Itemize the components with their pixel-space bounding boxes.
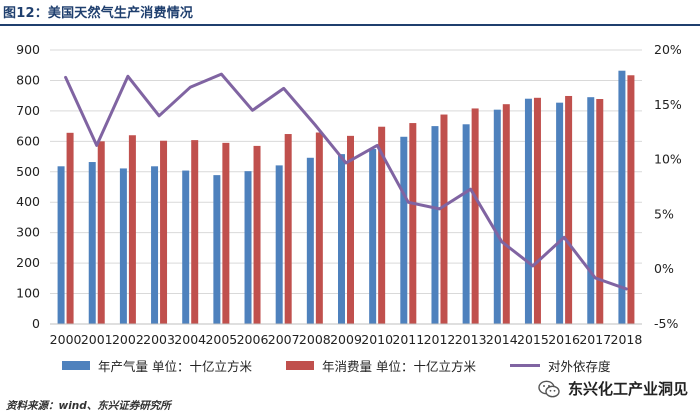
x-tick-label: 2010 bbox=[361, 332, 393, 347]
x-tick-label: 2001 bbox=[81, 332, 113, 347]
bar-production bbox=[275, 165, 283, 324]
bar-production bbox=[618, 70, 626, 324]
y-left-tick-label: 300 bbox=[16, 225, 40, 240]
y-left-tick-label: 100 bbox=[16, 286, 40, 301]
y-right-tick-label: 0% bbox=[654, 261, 674, 276]
bar-consumption bbox=[440, 114, 448, 324]
x-axis-ticks: 2000 2001 2002 2003 2004 2005 2006 2007 2008 2009… bbox=[50, 332, 643, 347]
x-tick-label: 2014 bbox=[486, 332, 518, 347]
bar-production bbox=[182, 170, 190, 324]
y-right-tick-label: 20% bbox=[654, 42, 682, 57]
x-tick-label: 2013 bbox=[455, 332, 487, 347]
legend-swatch-dependence bbox=[509, 364, 540, 367]
y-right-tick-label: 15% bbox=[654, 97, 682, 112]
x-tick-label: 2004 bbox=[174, 332, 206, 347]
bar-consumption bbox=[315, 132, 323, 324]
y-left-tick-label: 600 bbox=[16, 133, 40, 148]
bar-production bbox=[213, 175, 221, 324]
bar-consumption bbox=[191, 140, 199, 324]
bar-consumption bbox=[160, 140, 168, 324]
bar-consumption bbox=[66, 132, 74, 324]
legend-swatch-production bbox=[62, 361, 90, 370]
bar-consumption bbox=[284, 134, 292, 324]
y-left-tick-label: 200 bbox=[16, 255, 40, 270]
chart-title: 图12：美国天然气生产消费情况 bbox=[3, 6, 194, 21]
title-underline bbox=[0, 24, 700, 26]
bar-production bbox=[338, 154, 345, 324]
bar-consumption bbox=[471, 108, 479, 324]
y-left-tick-label: 800 bbox=[16, 72, 40, 87]
legend-label-production: 年产气量 单位：十亿立方米 bbox=[98, 359, 252, 374]
bar-consumption bbox=[253, 145, 261, 324]
bar-consumption bbox=[378, 126, 386, 324]
legend: 年产气量 单位：十亿立方米 年消费量 单位：十亿立方米 对外依存度 bbox=[62, 356, 644, 375]
bar-consumption bbox=[565, 95, 573, 325]
x-tick-label: 2016 bbox=[548, 332, 580, 347]
bar-series bbox=[57, 70, 635, 325]
bar-consumption bbox=[222, 142, 230, 324]
x-tick-label: 2011 bbox=[392, 332, 424, 347]
bar-production bbox=[244, 171, 252, 324]
bar-production bbox=[587, 97, 595, 324]
bar-production bbox=[119, 168, 127, 324]
bar-production bbox=[493, 109, 501, 324]
bar-consumption bbox=[502, 104, 510, 325]
x-tick-label: 2012 bbox=[424, 332, 456, 347]
x-tick-label: 2006 bbox=[237, 332, 269, 347]
bar-consumption bbox=[97, 141, 105, 324]
watermark-text: 东兴化工产业洞见 bbox=[567, 380, 688, 398]
x-tick-label: 2000 bbox=[50, 332, 82, 347]
line-dependence bbox=[64, 72, 628, 291]
legend-item-production: 年产气量 单位：十亿立方米 bbox=[62, 356, 252, 375]
x-tick-label: 2017 bbox=[579, 332, 611, 347]
bar-production bbox=[306, 157, 314, 324]
x-tick-label: 2002 bbox=[112, 332, 144, 347]
y-right-tick-label: 5% bbox=[654, 206, 674, 221]
line-series bbox=[64, 72, 628, 291]
x-tick-label: 2018 bbox=[611, 332, 643, 347]
x-tick-label: 2005 bbox=[205, 332, 237, 347]
legend-item-consumption: 年消费量 单位：十亿立方米 bbox=[285, 356, 476, 375]
y-left-tick-label: 500 bbox=[16, 164, 40, 179]
source-note: 资料来源：wind、东兴证券研究所 bbox=[6, 400, 171, 412]
bar-production bbox=[151, 166, 159, 324]
legend-label-consumption: 年消费量 单位：十亿立方米 bbox=[321, 359, 476, 374]
y-left-tick-label: 700 bbox=[16, 103, 40, 118]
right-axis-ticks: -5% 0% 5% 10% 15% 20% bbox=[654, 42, 682, 331]
x-tick-label: 2015 bbox=[517, 332, 549, 347]
y-left-tick-label: 0 bbox=[32, 316, 40, 331]
bar-production bbox=[57, 166, 65, 324]
left-axis-ticks: 0 100 200 300 400 500 600 700 800 900 bbox=[16, 42, 40, 331]
bar-production bbox=[556, 102, 564, 325]
bar-consumption bbox=[128, 135, 136, 324]
y-left-tick-label: 900 bbox=[16, 42, 40, 57]
bar-consumption bbox=[627, 75, 635, 324]
wechat-icon bbox=[538, 380, 560, 397]
watermark: 东兴化工产业洞见 bbox=[538, 378, 688, 399]
y-left-tick-label: 400 bbox=[16, 194, 40, 209]
bar-production bbox=[431, 126, 439, 324]
legend-label-dependence: 对外依存度 bbox=[547, 359, 611, 374]
gridlines bbox=[50, 49, 642, 295]
bar-production bbox=[88, 162, 96, 324]
bar-production bbox=[400, 136, 408, 324]
bar-consumption bbox=[409, 123, 417, 324]
bar-consumption bbox=[533, 97, 541, 324]
x-tick-label: 2009 bbox=[330, 332, 362, 347]
y-right-tick-label: -5% bbox=[654, 316, 678, 331]
x-tick-label: 2008 bbox=[299, 332, 331, 347]
bar-consumption bbox=[596, 99, 604, 324]
combo-chart: 0 100 200 300 400 500 600 700 800 900 -5% 0% 5% 10% 1… bbox=[16, 42, 682, 347]
bar-production bbox=[369, 148, 377, 324]
bar-production bbox=[524, 98, 532, 324]
legend-swatch-consumption bbox=[285, 361, 314, 370]
legend-item-dependence: 对外依存度 bbox=[509, 356, 611, 375]
x-tick-label: 2007 bbox=[268, 332, 300, 347]
bar-consumption bbox=[347, 135, 354, 324]
x-tick-label: 2003 bbox=[143, 332, 175, 347]
bar-production bbox=[462, 124, 470, 324]
y-right-tick-label: 10% bbox=[654, 152, 682, 167]
